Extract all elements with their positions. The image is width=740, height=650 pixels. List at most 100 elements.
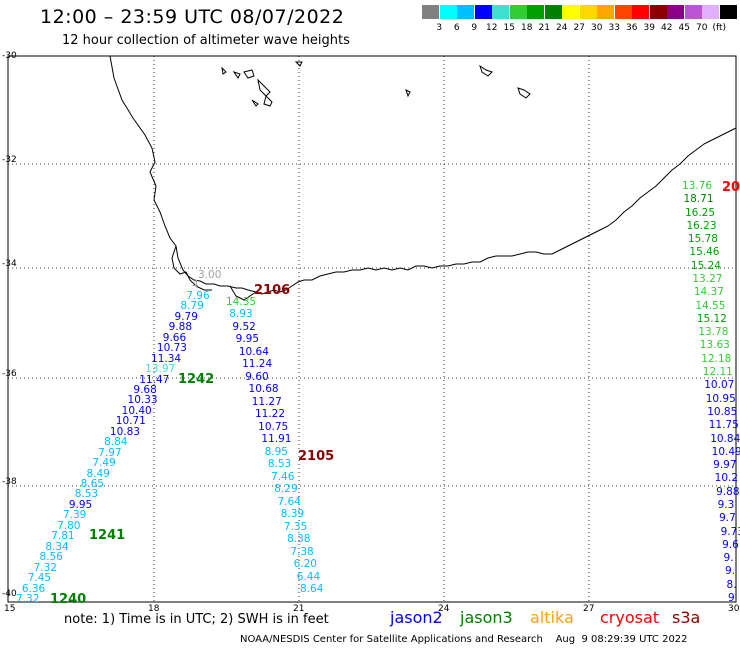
west-track-swh-label: 11.47 xyxy=(139,373,170,386)
note-text: note: 1) Time is in UTC; 2) SWH is in fe… xyxy=(64,612,329,627)
map-subtitle: 12 hour collection of altimeter wave hei… xyxy=(62,33,350,48)
west-track-swh-label: 10.33 xyxy=(127,394,158,407)
color-scale-label: 45 xyxy=(678,23,690,33)
west-track-swh-label: 8.84 xyxy=(104,436,128,449)
east-track-swh-label: 8.64 xyxy=(300,583,324,595)
far-east-track-swh-label: 13.78 xyxy=(698,326,729,339)
latitude-tick-label: -38 xyxy=(2,477,17,487)
latitude-tick-label: -40 xyxy=(2,589,17,599)
islands xyxy=(221,61,531,107)
west-track-swh-label: 7.80 xyxy=(57,519,81,532)
far-east-track-swh-label: 15.24 xyxy=(690,259,721,272)
west-track-swh-label: 7.45 xyxy=(27,572,52,585)
color-swatch xyxy=(702,5,719,19)
lat-lon-grid xyxy=(8,56,736,602)
latitude-tick-label: -34 xyxy=(2,259,17,269)
far-east-track-swh-label: 15.46 xyxy=(689,246,720,259)
east-track-swh-label: 7.64 xyxy=(277,495,301,508)
far-east-track-swh-label: 11.75 xyxy=(708,419,739,432)
color-scale-label: 39 xyxy=(643,23,655,33)
pass-time-label: 2106 xyxy=(254,283,291,298)
pass-time-label: 1240 xyxy=(50,592,87,607)
west-track-swh-label: 10.71 xyxy=(115,415,146,428)
color-scale-label: 42 xyxy=(661,23,673,33)
east-track-swh-label: 8.29 xyxy=(274,483,298,496)
west-track-swh-label: 10.73 xyxy=(156,342,187,355)
far-east-track-swh-label: 10.49 xyxy=(711,445,740,458)
far-east-track-swh-label: 14.55 xyxy=(695,299,726,312)
color-swatch xyxy=(527,5,544,19)
east-track-swh-label: 8.53 xyxy=(267,458,292,471)
map-frame xyxy=(7,55,737,603)
far-east-track-swh-label: 10.07 xyxy=(704,379,735,392)
color-scale-label: 24 xyxy=(556,23,568,33)
coastline-west xyxy=(109,55,737,295)
far-east-track-swh-label: 9.7 xyxy=(719,512,736,525)
east-track-swh-label: 10.68 xyxy=(248,383,279,396)
west-track-swh-label: 8.65 xyxy=(80,478,104,491)
color-scale-label: 6 xyxy=(453,23,460,33)
color-scale-label: 27 xyxy=(573,23,585,33)
east-track-swh-label: 7.38 xyxy=(290,545,314,558)
east-track-swh-label: 14.35 xyxy=(226,296,257,308)
pass-time-label: 1242 xyxy=(178,372,215,387)
west-track-swh-label: 3.00 xyxy=(198,269,222,281)
far-east-track-swh-label: 15.12 xyxy=(696,312,727,325)
pass-time-label: 1241 xyxy=(89,528,126,543)
color-swatch xyxy=(457,5,474,19)
color-scale-label: 70 xyxy=(696,23,708,33)
west-track-swh-label: 7.96 xyxy=(186,289,210,302)
east-track-swh-label: 11.24 xyxy=(242,358,273,371)
west-track-swh-label: 6.36 xyxy=(21,582,46,595)
west-track-swh-label: 10.83 xyxy=(109,425,140,438)
far-east-track-swh-label: 10.2 xyxy=(714,472,739,485)
longitude-tick-label: 27 xyxy=(583,604,595,614)
color-swatch xyxy=(492,5,509,19)
latitude-tick-label: -36 xyxy=(2,369,17,379)
east-track-swh-label: 6.20 xyxy=(293,558,317,571)
far-east-track-swh-label: 13.63 xyxy=(699,339,730,352)
color-swatch xyxy=(509,5,527,19)
west-track-swh-label: 9.79 xyxy=(174,310,198,323)
west-track-swh-label: 13.97 xyxy=(145,363,176,376)
color-swatch xyxy=(684,5,702,19)
longitude-tick-label: 18 xyxy=(148,604,160,614)
color-scale-label: 21 xyxy=(538,23,550,33)
west-track-swh-label: 8.79 xyxy=(180,300,204,313)
east-track-swh-label: 7.35 xyxy=(283,520,308,533)
color-swatch xyxy=(597,5,614,19)
east-track-swh-label: 9.52 xyxy=(232,320,256,333)
color-scale-label: 33 xyxy=(608,23,620,33)
far-east-track-swh-label: 10.85 xyxy=(707,405,738,418)
east-track-swh-label: 11.91 xyxy=(261,433,292,446)
far-east-track-swh-label: 10.84 xyxy=(710,432,740,445)
latitude-tick-label: -32 xyxy=(2,155,17,165)
west-track-swh-label: 7.32 xyxy=(33,561,57,574)
color-scale-label: 3 xyxy=(436,23,443,33)
far-east-track-swh-label: 9. xyxy=(723,552,734,565)
color-scale-label: 30 xyxy=(591,23,603,33)
mission-legend-item: s3a xyxy=(672,608,701,627)
map-title: 12:00 – 23:59 UTC 08/07/2022 xyxy=(40,6,345,28)
west-track-swh-label: 7.39 xyxy=(62,509,87,522)
west-track-swh-label: 11.34 xyxy=(151,352,182,365)
far-east-track-swh-label: 9.6 xyxy=(722,538,739,551)
longitude-tick-label: 21 xyxy=(293,604,305,614)
far-east-track-swh-label: 12.18 xyxy=(701,352,732,365)
far-east-track-swh-label: 16.25 xyxy=(684,206,716,219)
color-swatch xyxy=(667,5,684,19)
color-swatch xyxy=(474,5,492,19)
east-track-swh-label: 11.27 xyxy=(251,395,282,408)
east-track-swh-label: 8.95 xyxy=(264,445,288,458)
east-track-swh-label: 6.44 xyxy=(296,570,321,583)
far-east-track-swh-label: 9.73 xyxy=(720,525,740,538)
color-swatch xyxy=(632,5,649,19)
far-east-track-swh-label: 9.97 xyxy=(713,459,737,472)
west-track-swh-label: 7.49 xyxy=(92,457,116,470)
west-track-swh-label: 9.95 xyxy=(68,498,93,511)
far-east-track-swh-label: 13.76 xyxy=(682,180,713,192)
far-east-track-swh-label: 15.78 xyxy=(687,233,718,246)
far-east-track-swh-label: 14.37 xyxy=(693,286,724,299)
east-track-swh-label: 11.22 xyxy=(254,408,286,421)
